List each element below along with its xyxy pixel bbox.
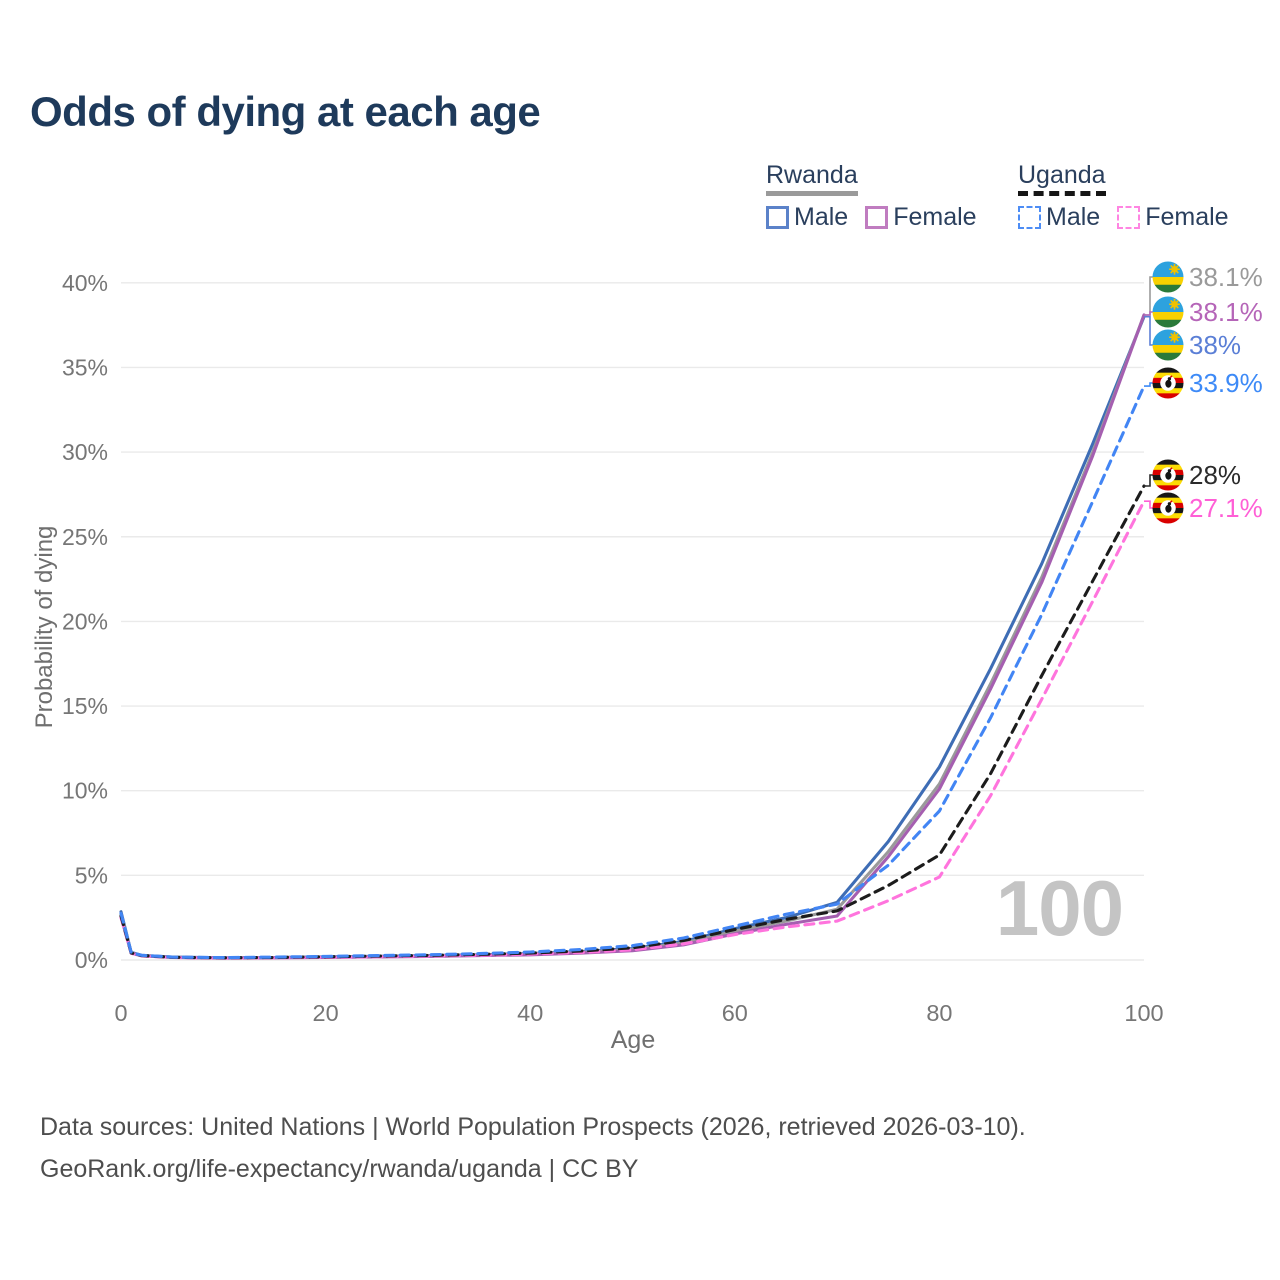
x-tick-40: 40 [517, 1000, 543, 1026]
y-tick-0%: 0% [75, 947, 108, 973]
x-tick-20: 20 [313, 1000, 339, 1026]
rwanda-flag-icon [1152, 329, 1184, 361]
y-tick-15%: 15% [62, 693, 108, 719]
end-label-uganda-female: 27.1% [1189, 493, 1263, 523]
series-line-rwanda-male [119, 315, 1146, 960]
end-label-rwanda-male: 38% [1189, 330, 1241, 360]
legend-item-uganda-female[interactable]: Female [1117, 203, 1229, 232]
x-tick-60: 60 [722, 1000, 748, 1026]
data-source-line: Data sources: United Nations | World Pop… [40, 1113, 1026, 1141]
label-connector-uganda-female [1144, 500, 1153, 509]
end-label-rwanda-total: 38.1% [1189, 262, 1263, 292]
y-tick-25%: 25% [62, 524, 108, 550]
legend-group-uganda: Uganda Male Female [1018, 161, 1229, 232]
rwanda-male-swatch [766, 206, 789, 229]
y-axis-title: Probability of dying [31, 525, 58, 729]
legend-label-uganda-female: Female [1145, 203, 1229, 231]
end-label-rwanda-female: 38.1% [1189, 297, 1263, 327]
x-tick-80: 80 [926, 1000, 952, 1026]
footer: Data sources: United Nations | World Pop… [40, 1106, 1026, 1190]
rwanda-flag-icon [1152, 261, 1184, 293]
legend-label-rwanda-female: Female [893, 203, 977, 231]
uganda-female-swatch [1117, 206, 1141, 229]
legend-label-rwanda-male: Male [794, 203, 849, 231]
legend-row-rwanda: Male Female [766, 203, 977, 232]
rwanda-flag-icon [1152, 296, 1184, 328]
x-tick-0: 0 [114, 1000, 127, 1026]
series-line-uganda-female [119, 499, 1146, 960]
uganda-flag-icon [1152, 492, 1184, 524]
end-label-uganda-total: 28% [1189, 460, 1241, 490]
y-tick-10%: 10% [62, 778, 108, 804]
y-tick-30%: 30% [62, 439, 108, 465]
y-tick-40%: 40% [62, 270, 108, 296]
legend-label-uganda-male: Male [1046, 203, 1101, 231]
end-label-uganda-male: 33.9% [1189, 368, 1263, 398]
y-tick-35%: 35% [62, 354, 108, 380]
legend-item-uganda-male[interactable]: Male [1018, 203, 1100, 232]
legend-country-uganda: Uganda [1018, 161, 1106, 196]
label-connector-uganda-total [1144, 474, 1153, 487]
legend-row-uganda: Male Female [1018, 203, 1229, 232]
uganda-male-swatch [1018, 206, 1041, 229]
series-line-rwanda-female [119, 313, 1146, 960]
label-connector-rwanda-female [1144, 311, 1153, 316]
label-connector-rwanda-total [1144, 276, 1153, 316]
attribution-line: GeoRank.org/life-expectancy/rwanda/ugand… [40, 1155, 639, 1183]
watermark-max-age: 100 [995, 864, 1124, 952]
label-connector-rwanda-male [1144, 315, 1153, 346]
legend-item-rwanda-male[interactable]: Male [766, 203, 848, 232]
series-line-uganda-male [119, 384, 1146, 960]
y-tick-5%: 5% [75, 862, 108, 888]
label-connector-uganda-male [1144, 382, 1153, 387]
series-line-rwanda-total [119, 313, 1146, 960]
uganda-flag-icon [1152, 367, 1184, 399]
rwanda-female-swatch [865, 206, 889, 229]
legend-group-rwanda: Rwanda Male Female [766, 161, 977, 232]
uganda-flag-icon [1152, 459, 1184, 491]
x-tick-100: 100 [1124, 1000, 1163, 1026]
legend-item-rwanda-female[interactable]: Female [865, 203, 977, 232]
y-tick-20%: 20% [62, 608, 108, 634]
x-axis-title: Age [610, 1026, 656, 1054]
series-line-uganda-total [119, 484, 1146, 960]
chart-title: Odds of dying at each age [30, 88, 541, 135]
legend-country-rwanda: Rwanda [766, 161, 858, 196]
